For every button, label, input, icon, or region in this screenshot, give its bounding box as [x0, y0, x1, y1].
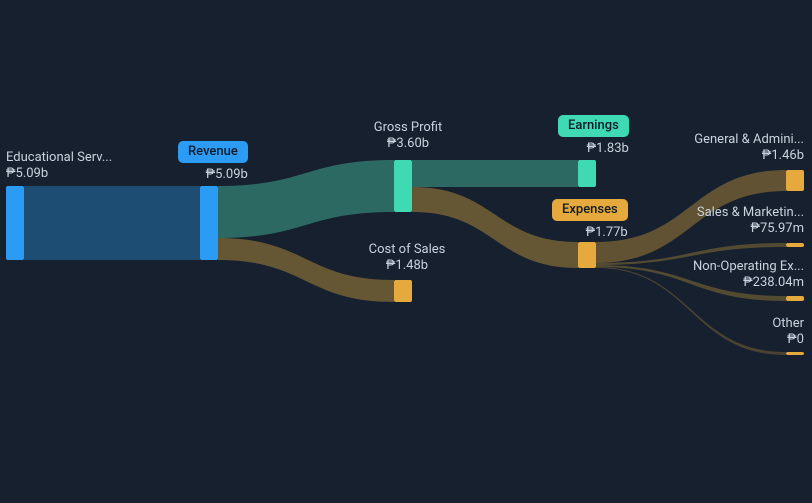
sankey-link [24, 186, 200, 260]
sankey-chart: Educational Serv... ₱5.09b Revenue ₱5.09… [0, 0, 812, 503]
sankey-node-earnings [578, 160, 596, 187]
sankey-node-nop [786, 296, 804, 301]
sankey-node-gross [394, 160, 412, 212]
sankey-link [218, 238, 394, 302]
sankey-node-edu [6, 186, 24, 260]
sankey-node-revenue [200, 186, 218, 260]
sankey-link [596, 267, 786, 355]
sankey-node-other [786, 352, 804, 355]
sankey-node-expenses [578, 242, 596, 268]
sankey-node-gna [786, 170, 804, 191]
sankey-node-cost [394, 280, 412, 302]
sankey-link [412, 187, 578, 268]
sankey-link [596, 170, 786, 263]
sankey-svg [0, 0, 812, 503]
sankey-link [412, 160, 578, 187]
sankey-node-sm [786, 243, 804, 247]
sankey-link [218, 160, 394, 238]
